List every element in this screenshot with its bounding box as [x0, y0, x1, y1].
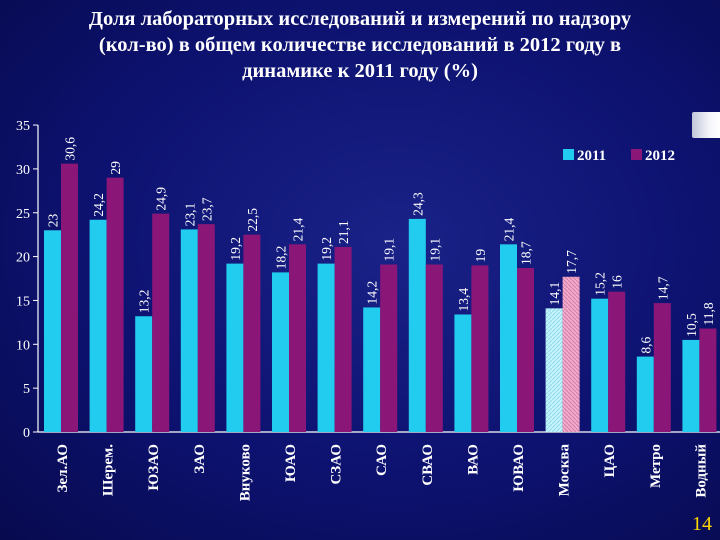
bar-2012 — [517, 268, 534, 432]
bar-2012 — [699, 328, 717, 432]
data-label-2011: 24,3 — [410, 192, 425, 216]
bar-2012 — [61, 163, 78, 432]
x-tick-label: Зел.АО — [55, 444, 71, 493]
bar-2011 — [408, 218, 426, 432]
data-label-2011: 19,2 — [228, 237, 243, 261]
data-label-2011: 8,6 — [638, 336, 653, 353]
x-tick-label: СВАО — [420, 444, 436, 486]
bar-2011 — [89, 219, 107, 432]
data-label-2011: 10,5 — [684, 313, 699, 337]
y-tick-label: 5 — [23, 382, 30, 397]
bar-2012 — [653, 303, 671, 432]
bar-2012 — [471, 265, 489, 432]
x-tick-label: ЗАО — [192, 444, 208, 474]
legend-swatch-2011 — [563, 149, 574, 160]
x-tick-label: ЮАО — [283, 444, 299, 482]
y-tick-label: 10 — [16, 338, 30, 353]
slide-title: Доля лабораторных исследований и измерен… — [88, 8, 632, 82]
data-label-2011: 13,2 — [137, 290, 152, 314]
bar-2012 — [380, 264, 398, 432]
y-tick-label: 0 — [23, 426, 30, 441]
bar-2012 — [152, 213, 170, 432]
data-label-2012: 19,1 — [382, 238, 397, 262]
data-label-2011: 15,2 — [593, 272, 608, 296]
bar-2011 — [226, 263, 244, 432]
data-label-2011: 23,1 — [182, 203, 197, 227]
bar-2011 — [636, 356, 654, 432]
bar-2012 — [243, 234, 261, 432]
data-label-2012: 14,7 — [655, 276, 670, 300]
x-tick-label: Москва — [557, 444, 573, 497]
bar-2012 — [608, 291, 626, 432]
bar-2011 — [135, 316, 153, 432]
bar-2011 — [591, 298, 609, 432]
data-label-2012: 19 — [473, 249, 488, 263]
data-label-2011: 24,2 — [91, 193, 106, 217]
data-label-2012: 17,7 — [564, 250, 579, 274]
bar-2011 — [363, 307, 381, 432]
x-tick-label: Метро — [648, 444, 664, 488]
decorative-tab — [692, 112, 720, 138]
legend-label-2011: 2011 — [577, 148, 606, 164]
bar-2011 — [545, 308, 563, 432]
data-label-2011: 14,1 — [547, 282, 562, 306]
bar-2012 — [197, 224, 215, 432]
data-label-2012: 16 — [610, 275, 625, 289]
data-label-2011: 21,4 — [502, 217, 517, 241]
data-label-2011: 23 — [46, 214, 61, 228]
y-tick-label: 15 — [16, 294, 30, 309]
bar-2012 — [562, 276, 580, 432]
data-label-2012: 18,7 — [519, 241, 534, 265]
bar-2012 — [106, 177, 124, 432]
data-label-2012: 19,1 — [427, 238, 442, 262]
data-label-2011: 19,2 — [319, 237, 334, 261]
bar-2011 — [682, 339, 700, 432]
x-tick-label: СЗАО — [329, 444, 345, 485]
data-label-2012: 23,7 — [199, 197, 214, 221]
x-tick-label: САО — [374, 444, 390, 476]
legend-label-2012: 2012 — [645, 148, 675, 164]
x-tick-label: ЮЗАО — [146, 444, 162, 491]
data-label-2012: 21,1 — [336, 220, 351, 244]
data-label-2012: 30,6 — [63, 137, 78, 161]
page-number: 14 — [692, 513, 712, 535]
data-label-2012: 11,8 — [701, 302, 716, 325]
legend-swatch-2012 — [631, 149, 642, 160]
data-label-2012: 22,5 — [245, 208, 260, 232]
data-label-2011: 13,4 — [456, 288, 471, 312]
data-label-2012: 29 — [108, 161, 123, 175]
bar-2011 — [44, 230, 61, 432]
x-tick-label: ЮВАО — [511, 444, 527, 492]
x-tick-label: ЦАО — [602, 444, 618, 477]
bar-2012 — [289, 244, 306, 432]
x-tick-label: ВАО — [465, 444, 481, 475]
y-tick-label: 30 — [16, 163, 30, 178]
bar-2011 — [454, 314, 472, 432]
bar-2012 — [425, 264, 443, 432]
x-tick-label: Шерем. — [101, 444, 117, 496]
y-tick-label: 20 — [16, 251, 30, 266]
bar-2011 — [500, 244, 517, 432]
bar-2011 — [317, 263, 335, 432]
data-label-2011: 14,2 — [365, 281, 380, 305]
legend: 2011 2012 — [563, 148, 675, 164]
data-label-2012: 21,4 — [291, 217, 306, 241]
x-tick-label: Внуково — [237, 444, 253, 501]
bar-2011 — [272, 272, 289, 432]
y-tick-label: 35 — [16, 119, 30, 134]
data-label-2011: 18,2 — [274, 246, 289, 270]
bar-2012 — [334, 246, 352, 432]
bar-2011 — [180, 229, 198, 432]
data-label-2012: 24,9 — [154, 187, 169, 211]
y-tick-label: 25 — [16, 207, 30, 222]
x-tick-label: Водный — [693, 444, 709, 498]
